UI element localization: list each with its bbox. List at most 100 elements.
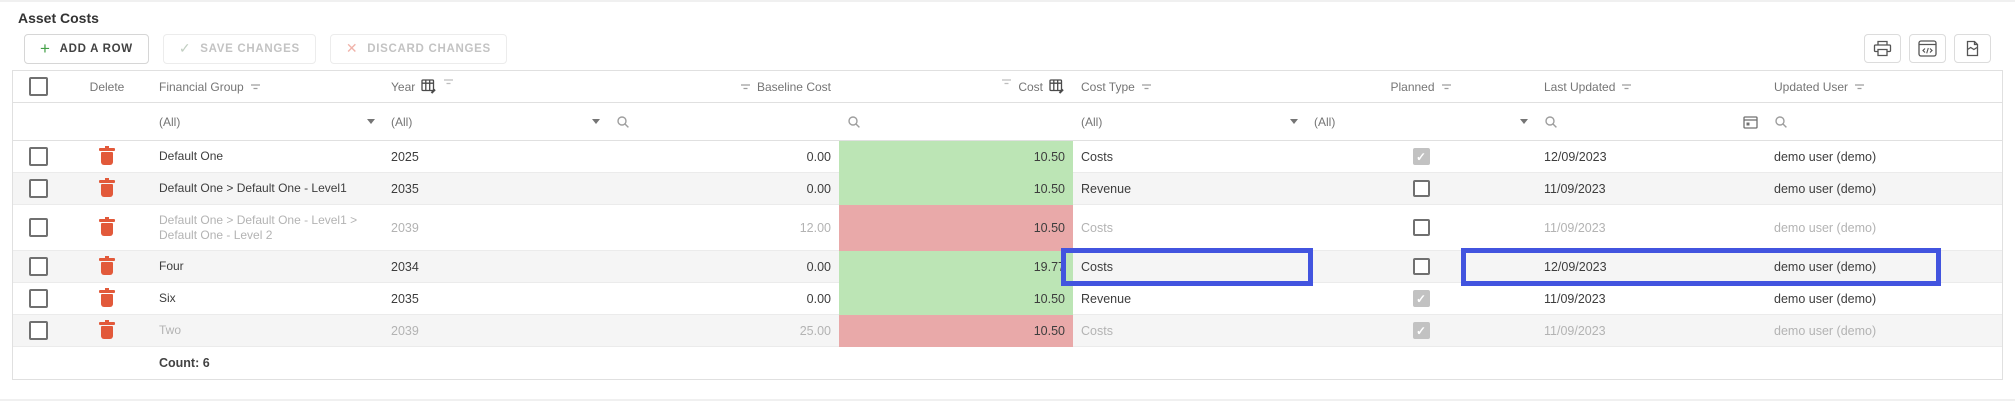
year-cell[interactable]: 2025 xyxy=(383,141,608,173)
cost-cell[interactable]: 10.50 xyxy=(839,315,1073,347)
column-header-baseline-cost[interactable]: Baseline Cost xyxy=(608,71,839,102)
column-header-planned[interactable]: Planned xyxy=(1306,71,1536,102)
updated-user-header-label: Updated User xyxy=(1774,79,1849,94)
delete-cell xyxy=(63,205,151,251)
planned-checkbox[interactable] xyxy=(1412,322,1430,339)
delete-trash-icon[interactable] xyxy=(99,177,115,197)
cost-value: 19.77 xyxy=(1033,259,1065,274)
row-select-checkbox[interactable] xyxy=(28,257,48,276)
select-all-checkbox[interactable] xyxy=(28,77,48,96)
last-updated-cell: 11/09/2023 xyxy=(1536,173,1766,205)
chevron-down-icon[interactable] xyxy=(592,119,600,124)
calendar-icon[interactable] xyxy=(1743,115,1758,129)
save-changes-button[interactable]: ✓ SAVE CHANGES xyxy=(162,33,316,64)
year-cell[interactable]: 2039 xyxy=(383,205,608,251)
row-select-checkbox[interactable] xyxy=(28,218,48,237)
planned-checkbox[interactable] xyxy=(1412,148,1430,165)
delete-trash-icon[interactable] xyxy=(99,216,115,236)
cost-cell[interactable]: 10.50 xyxy=(839,141,1073,173)
cost-type-value: Costs xyxy=(1081,323,1113,338)
baseline-cost-filter[interactable] xyxy=(608,103,839,140)
row-select-cell xyxy=(13,283,63,315)
table-row: Six 2035 0.00 10.50 Revenue 11/09/2023 d… xyxy=(13,283,2002,315)
delete-trash-icon[interactable] xyxy=(99,287,115,307)
cost-type-cell: Costs xyxy=(1073,315,1306,347)
add-row-button[interactable]: + ADD A ROW xyxy=(24,33,149,64)
filter-icon[interactable] xyxy=(250,82,261,92)
filter-icon[interactable] xyxy=(443,77,454,87)
column-header-last-updated[interactable]: Last Updated xyxy=(1536,71,1766,102)
discard-changes-button[interactable]: ✕ DISCARD CHANGES xyxy=(329,33,507,64)
year-value: 2035 xyxy=(391,181,419,196)
financial-group-cell: Default One > Default One - Level1 > Def… xyxy=(151,205,383,251)
planned-checkbox[interactable] xyxy=(1412,180,1430,197)
delete-trash-icon[interactable] xyxy=(99,255,115,275)
delete-trash-icon[interactable] xyxy=(99,319,115,339)
filter-icon[interactable] xyxy=(740,82,751,92)
export-code-button[interactable] xyxy=(1909,34,1946,63)
financial-group-filter-value: (All) xyxy=(159,114,181,129)
chevron-down-icon[interactable] xyxy=(1520,119,1528,124)
baseline-cost-header-label: Baseline Cost xyxy=(756,79,831,94)
filter-icon[interactable] xyxy=(1001,77,1012,87)
table-row: Default One > Default One - Level1 > Def… xyxy=(13,205,2002,251)
planned-filter[interactable]: (All) xyxy=(1306,103,1536,140)
year-header-label: Year xyxy=(391,79,416,94)
cost-cell[interactable]: 19.77 xyxy=(839,251,1073,283)
planned-checkbox[interactable] xyxy=(1412,258,1430,275)
financial-group-filter[interactable]: (All) xyxy=(151,103,383,140)
cost-type-filter[interactable]: (All) xyxy=(1073,103,1306,140)
column-header-year[interactable]: Year xyxy=(383,71,608,102)
row-select-checkbox[interactable] xyxy=(28,321,48,340)
row-count: Count: 6 xyxy=(13,347,2002,379)
updated-user-value: demo user (demo) xyxy=(1774,323,1877,338)
planned-checkbox[interactable] xyxy=(1412,219,1430,236)
year-cell[interactable]: 2035 xyxy=(383,173,608,205)
filter-icon[interactable] xyxy=(1441,82,1452,92)
filter-icon[interactable] xyxy=(1141,82,1152,92)
column-header-financial-group[interactable]: Financial Group xyxy=(151,71,383,102)
financial-group-value: Two xyxy=(159,323,182,337)
chevron-down-icon[interactable] xyxy=(1290,119,1298,124)
delete-trash-icon[interactable] xyxy=(99,145,115,165)
financial-group-cell: Default One xyxy=(151,141,383,173)
year-cell[interactable]: 2039 xyxy=(383,315,608,347)
row-select-cell xyxy=(13,251,63,283)
row-select-checkbox[interactable] xyxy=(28,179,48,198)
cost-type-filter-value: (All) xyxy=(1081,114,1103,129)
delete-cell xyxy=(63,173,151,205)
table-row: Four 2034 0.00 19.77 Costs 12/09/2023 de… xyxy=(13,248,2002,286)
cost-filter[interactable] xyxy=(839,103,1073,140)
cost-cell[interactable]: 10.50 xyxy=(839,283,1073,315)
column-header-cost-type[interactable]: Cost Type xyxy=(1073,71,1306,102)
filter-icon[interactable] xyxy=(1621,82,1632,92)
cost-cell[interactable]: 10.50 xyxy=(839,173,1073,205)
updated-user-value: demo user (demo) xyxy=(1774,259,1877,274)
column-header-updated-user[interactable]: Updated User xyxy=(1766,71,2002,102)
year-cell[interactable]: 2034 xyxy=(383,251,608,283)
last-updated-header-label: Last Updated xyxy=(1544,79,1616,94)
planned-checkbox[interactable] xyxy=(1412,290,1430,307)
year-value: 2034 xyxy=(391,259,419,274)
print-button[interactable] xyxy=(1864,34,1901,63)
export-file-button[interactable] xyxy=(1954,34,1991,63)
cost-type-cell: Costs xyxy=(1073,141,1306,173)
chevron-down-icon[interactable] xyxy=(367,119,375,124)
filter-icon[interactable] xyxy=(1854,82,1865,92)
last-updated-filter[interactable] xyxy=(1536,103,1766,140)
year-value: 2039 xyxy=(391,220,419,235)
row-select-checkbox[interactable] xyxy=(28,289,48,308)
column-header-cost[interactable]: Cost xyxy=(839,71,1073,102)
cost-type-cell[interactable]: Costs xyxy=(1073,251,1306,283)
row-select-checkbox[interactable] xyxy=(28,147,48,166)
cost-cell[interactable]: 10.50 xyxy=(839,205,1073,251)
updated-user-filter[interactable] xyxy=(1766,103,2002,140)
year-cell[interactable]: 2035 xyxy=(383,283,608,315)
year-filter[interactable]: (All) xyxy=(383,103,608,140)
baseline-cost-cell: 12.00 xyxy=(608,205,839,251)
baseline-cost-value: 0.00 xyxy=(806,259,831,274)
discard-changes-label: DISCARD CHANGES xyxy=(367,42,491,55)
delete-header-label: Delete xyxy=(89,79,125,94)
grid-footer-row: Count: 6 xyxy=(13,347,2002,379)
search-icon xyxy=(1545,115,1557,128)
